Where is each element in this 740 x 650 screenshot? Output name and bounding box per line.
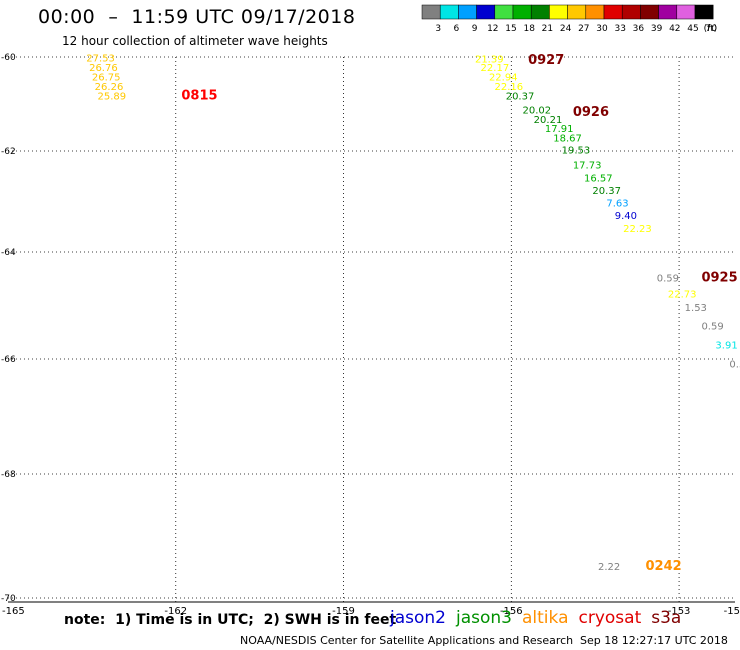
data-point: 25.89 bbox=[97, 91, 126, 102]
mission-label: cryosat bbox=[578, 608, 642, 628]
pass-time-label: 0242 bbox=[646, 559, 682, 574]
page-title: 00:00 – 11:59 UTC 09/17/2018 bbox=[38, 6, 356, 28]
color-scale-label: 45 bbox=[687, 24, 698, 34]
color-scale-label: 9 bbox=[472, 24, 478, 34]
data-point: 19.53 bbox=[562, 146, 591, 157]
data-point: 18.67 bbox=[553, 134, 582, 145]
y-tick-label: -60 bbox=[1, 53, 16, 63]
mission-label: jason2 bbox=[390, 608, 446, 628]
color-scale-label: 18 bbox=[523, 24, 535, 34]
pass-time-label: 0815 bbox=[181, 88, 217, 103]
mission-label: altika bbox=[522, 608, 569, 628]
y-tick-label: -70 bbox=[1, 594, 16, 604]
color-scale-label: 36 bbox=[633, 24, 645, 34]
color-scale-label: 33 bbox=[614, 24, 625, 34]
data-point: 27.53 bbox=[86, 54, 115, 65]
color-scale-label: 70 bbox=[705, 24, 717, 34]
x-tick-label: -15 bbox=[724, 606, 740, 617]
data-point: 1.53 bbox=[685, 303, 707, 314]
data-point: 22.73 bbox=[668, 289, 697, 300]
data-point: 0.59 bbox=[701, 322, 723, 333]
x-tick-label: -159 bbox=[332, 606, 355, 617]
data-point: 3.91 bbox=[715, 340, 737, 351]
color-scale-legend: 3 6 9 12 15 18 21 24 27 30 33 36 39 42 45 70(ft) bbox=[421, 4, 718, 34]
y-tick-label: -66 bbox=[1, 355, 16, 365]
x-tick-label: -162 bbox=[164, 606, 187, 617]
data-point: 20.37 bbox=[592, 186, 621, 197]
data-point: 22.17 bbox=[481, 63, 510, 74]
color-scale-label: 24 bbox=[560, 24, 572, 34]
data-point: 0.59 bbox=[657, 273, 679, 284]
data-point: 26.75 bbox=[92, 73, 121, 84]
data-point: 26.76 bbox=[89, 63, 118, 74]
pass-time-label: 0925 bbox=[701, 270, 737, 285]
pass-time-label: 0927 bbox=[528, 53, 564, 68]
mission-legend: jason2 jason3 altika cryosat s3a bbox=[390, 608, 691, 628]
y-tick-label: -68 bbox=[1, 470, 16, 480]
y-tick-label: -62 bbox=[1, 147, 16, 157]
note-text: note: 1) Time is in UTC; 2) SWH is in fe… bbox=[64, 612, 397, 628]
data-point: 17.91 bbox=[545, 124, 574, 135]
color-scale-label: 3 bbox=[435, 24, 441, 34]
color-scale-label: 42 bbox=[669, 24, 680, 34]
y-tick-label: -64 bbox=[1, 248, 16, 258]
data-point: 7.63 bbox=[606, 199, 628, 210]
pass-time-label: 0926 bbox=[573, 105, 609, 120]
data-point: 22.16 bbox=[495, 82, 524, 93]
x-tick-label: -165 bbox=[2, 606, 25, 617]
data-point: 16.57 bbox=[584, 173, 613, 184]
color-scale-label: 21 bbox=[542, 24, 553, 34]
color-swatch bbox=[694, 4, 714, 20]
color-scale-label: 6 bbox=[454, 24, 460, 34]
data-point: 20.37 bbox=[506, 91, 535, 102]
data-point: 9.40 bbox=[615, 211, 637, 222]
color-scale-label: 15 bbox=[505, 24, 516, 34]
data-point: 26.26 bbox=[95, 82, 124, 93]
footer-timestamp: Sep 18 12:27:17 UTC 2018 bbox=[580, 634, 728, 647]
data-point: 17.73 bbox=[573, 161, 602, 172]
color-scale-label: 27 bbox=[578, 24, 589, 34]
data-point: 0.59 bbox=[729, 360, 740, 371]
page-subtitle: 12 hour collection of altimeter wave hei… bbox=[62, 34, 328, 48]
data-point: 21.39 bbox=[475, 55, 504, 66]
mission-label: s3a bbox=[651, 608, 682, 628]
data-point: 20.02 bbox=[522, 105, 551, 116]
x-tick-label: -153 bbox=[668, 606, 691, 617]
footer-credit: NOAA/NESDIS Center for Satellite Applica… bbox=[240, 634, 574, 647]
x-tick-label: -156 bbox=[500, 606, 523, 617]
color-scale-label: 12 bbox=[487, 24, 498, 34]
mission-label: jason3 bbox=[456, 608, 512, 628]
data-point: 22.94 bbox=[489, 73, 518, 84]
color-scale-label: 30 bbox=[596, 24, 608, 34]
color-scale-unit: (ft) bbox=[704, 24, 718, 34]
data-point: 20.21 bbox=[534, 115, 563, 126]
color-scale-label: 39 bbox=[651, 24, 663, 34]
data-point: 22.23 bbox=[623, 224, 652, 235]
data-point: 2.22 bbox=[598, 562, 620, 573]
